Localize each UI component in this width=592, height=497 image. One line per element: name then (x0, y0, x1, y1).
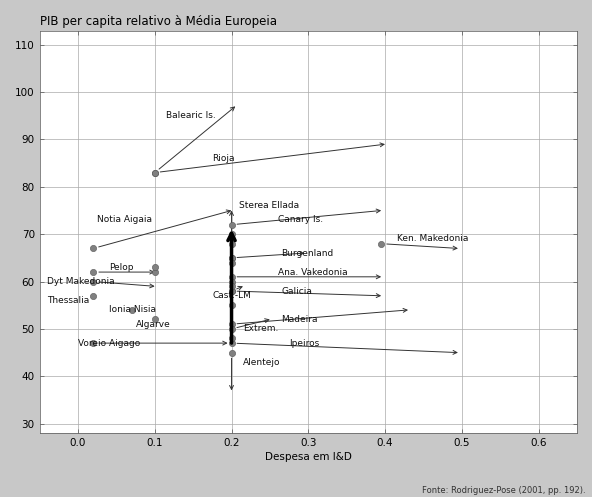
Text: Canary Is.: Canary Is. (278, 216, 323, 225)
Text: Ana. Vakedonia: Ana. Vakedonia (278, 267, 348, 276)
Text: Burgenland: Burgenland (281, 248, 334, 257)
Text: Thessalia: Thessalia (47, 296, 89, 305)
Text: Ionia Nisia: Ionia Nisia (109, 306, 156, 315)
Text: Rioja: Rioja (213, 154, 235, 163)
Text: Fonte: Rodriguez-Pose (2001, pp. 192).: Fonte: Rodriguez-Pose (2001, pp. 192). (423, 486, 586, 495)
Text: Extrem.: Extrem. (243, 325, 278, 333)
Text: Dyt Makedonia: Dyt Makedonia (47, 277, 115, 286)
Text: Alentejo: Alentejo (243, 357, 281, 367)
Text: Ken. Makedonia: Ken. Makedonia (397, 235, 468, 244)
Text: Ipeiros: Ipeiros (289, 338, 319, 347)
Text: Balearic Is.: Balearic Is. (166, 111, 216, 120)
X-axis label: Despesa em I&D: Despesa em I&D (265, 452, 352, 462)
Text: Cast.-LM: Cast.-LM (213, 291, 251, 300)
Text: Pelop: Pelop (109, 263, 133, 272)
Text: PIB per capita relativo à Média Europeia: PIB per capita relativo à Média Europeia (40, 15, 276, 28)
Text: Sterea Ellada: Sterea Ellada (239, 201, 300, 210)
Text: Notia Aigaia: Notia Aigaia (97, 216, 152, 225)
Text: Madeira: Madeira (281, 315, 318, 324)
Text: Galicia: Galicia (281, 286, 313, 296)
Text: Algarve: Algarve (136, 320, 170, 329)
Text: Voreio Aigago: Voreio Aigago (78, 338, 140, 347)
